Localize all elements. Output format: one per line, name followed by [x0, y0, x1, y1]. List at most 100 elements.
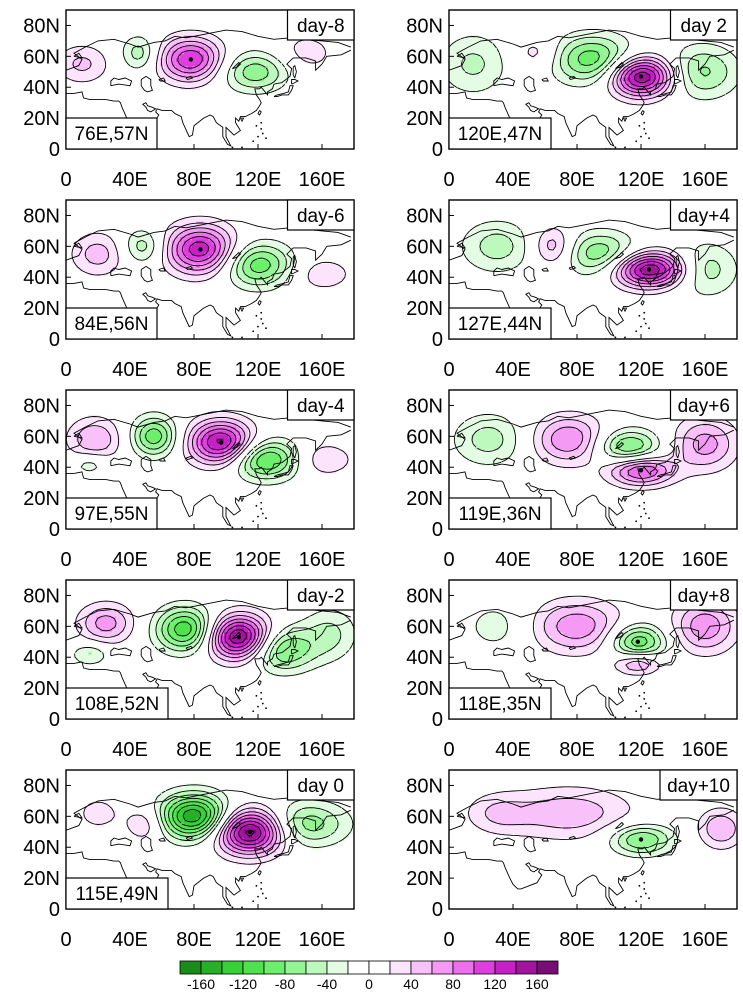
shaded-field — [84, 783, 353, 866]
colorbar-label: 160 — [525, 976, 549, 992]
x-tick-label: 80E — [559, 169, 595, 191]
y-tick-label: 0 — [432, 329, 443, 351]
panel-center-label: 115E,49N — [75, 884, 158, 905]
colorbar-swatch — [473, 960, 496, 975]
panel-day-label: day-2 — [297, 586, 345, 607]
x-tick-label: 80E — [176, 359, 212, 381]
panel-center-label: 120E,47N — [458, 124, 543, 145]
y-tick-label: 60N — [406, 426, 443, 448]
y-tick-label: 20N — [23, 868, 60, 890]
panel-day-label-box — [286, 199, 355, 231]
x-tick-label: 120E — [235, 739, 282, 761]
shaded-field — [66, 31, 325, 94]
y-tick-label: 60N — [406, 236, 443, 258]
shaded-field — [455, 411, 737, 490]
x-tick-label: 120E — [618, 739, 665, 761]
y-tick-label: 0 — [432, 139, 443, 161]
x-tick-label: 80E — [176, 169, 212, 191]
colorbar-swatch — [368, 960, 391, 975]
map-frame — [448, 389, 738, 530]
x-tick-label: 120E — [235, 169, 282, 191]
colorbar-swatch — [536, 960, 559, 975]
map-frame — [65, 579, 355, 720]
y-tick-label: 0 — [432, 709, 443, 731]
map-panel: 0 20N 40N 60N 80N 0 40E 80E 120E 160E day-8 76E,57N — [23, 9, 355, 191]
colorbar-label: 120 — [483, 976, 507, 992]
y-tick-label: 40N — [406, 647, 443, 669]
center-marker — [638, 837, 644, 842]
map-panel: 0 20N 40N 60N 80N 0 40E 80E 120E 160E day+4 127E,44… — [406, 199, 738, 381]
y-tick-label: 80N — [406, 205, 443, 227]
colorbar-swatch — [326, 960, 349, 975]
y-tick-label: 40N — [406, 457, 443, 479]
colorbar-swatch — [410, 960, 433, 975]
y-tick-label: 20N — [406, 678, 443, 700]
panel-center-label: 97E,55N — [75, 504, 149, 525]
y-tick-label: 20N — [23, 108, 60, 130]
map-frame — [65, 199, 355, 340]
panel-day-label: day+6 — [678, 396, 730, 417]
map-panel: 0 20N 40N 60N 80N 0 40E 80E 120E 160E day-2 108E,52… — [23, 579, 355, 761]
panel-day-label-box — [669, 579, 738, 611]
y-tick-label: 40N — [23, 837, 60, 859]
center-marker — [638, 74, 644, 79]
center-marker — [236, 634, 241, 640]
x-tick-label: 160E — [299, 359, 346, 381]
y-tick-label: 0 — [49, 329, 60, 351]
y-tick-label: 0 — [49, 709, 60, 731]
y-tick-label: 0 — [432, 519, 443, 541]
panel-center-box — [448, 307, 552, 340]
map-frame — [448, 769, 738, 910]
colorbar-swatch — [452, 960, 475, 975]
x-tick-label: 0 — [443, 359, 454, 381]
x-tick-label: 80E — [559, 549, 595, 571]
y-tick-label: 60N — [406, 806, 443, 828]
colorbar-swatch — [515, 960, 538, 975]
colorbar-label: -160 — [187, 976, 215, 992]
panel-center-label: 119E,36N — [458, 504, 541, 525]
y-tick-label: 40N — [406, 837, 443, 859]
x-tick-label: 120E — [235, 549, 282, 571]
x-tick-label: 40E — [495, 929, 531, 951]
panel-day-label: day 0 — [298, 776, 344, 797]
panel-day-label-box — [286, 9, 355, 41]
x-tick-label: 40E — [495, 169, 531, 191]
panel-day-label-box — [286, 389, 355, 421]
y-tick-label: 40N — [23, 457, 60, 479]
y-tick-label: 0 — [49, 519, 60, 541]
y-tick-label: 80N — [23, 775, 60, 797]
y-tick-label: 40N — [406, 267, 443, 289]
panel-day-label: day+4 — [678, 206, 731, 227]
panel-center-box — [65, 497, 158, 530]
map-frame — [65, 9, 355, 150]
x-tick-label: 0 — [443, 549, 454, 571]
panel-center-box — [65, 877, 169, 910]
map-panel: 0 20N 40N 60N 80N 0 40E 80E 120E 160E day+8 118E,35… — [406, 579, 738, 761]
panel-day-label-box — [286, 769, 355, 801]
x-tick-label: 160E — [299, 739, 346, 761]
panel-day-label: day-8 — [297, 16, 345, 37]
center-marker — [188, 57, 193, 62]
x-tick-label: 80E — [176, 739, 212, 761]
colorbar-swatch — [200, 960, 223, 975]
y-tick-label: 20N — [23, 488, 60, 510]
map-frame — [65, 389, 355, 530]
x-tick-label: 40E — [112, 929, 148, 951]
panel-day-label-box — [286, 579, 355, 611]
y-tick-label: 80N — [406, 395, 443, 417]
x-tick-label: 160E — [299, 549, 346, 571]
panel-center-label: 76E,57N — [75, 124, 149, 145]
y-tick-label: 40N — [23, 267, 60, 289]
x-tick-label: 40E — [112, 359, 148, 381]
colorbar-swatch — [221, 960, 244, 975]
x-tick-label: 40E — [495, 359, 531, 381]
map-panel: 0 20N 40N 60N 80N 0 40E 80E 120E 160E day 2 120E,47… — [406, 9, 738, 191]
contour-lines — [453, 410, 737, 491]
y-tick-label: 40N — [23, 77, 60, 99]
panel-day-label: day+8 — [678, 586, 730, 607]
colorbar-swatch — [263, 960, 286, 975]
x-tick-label: 80E — [559, 359, 595, 381]
x-tick-label: 160E — [299, 929, 346, 951]
panel-day-label-box — [669, 389, 738, 421]
x-tick-label: 0 — [443, 929, 454, 951]
